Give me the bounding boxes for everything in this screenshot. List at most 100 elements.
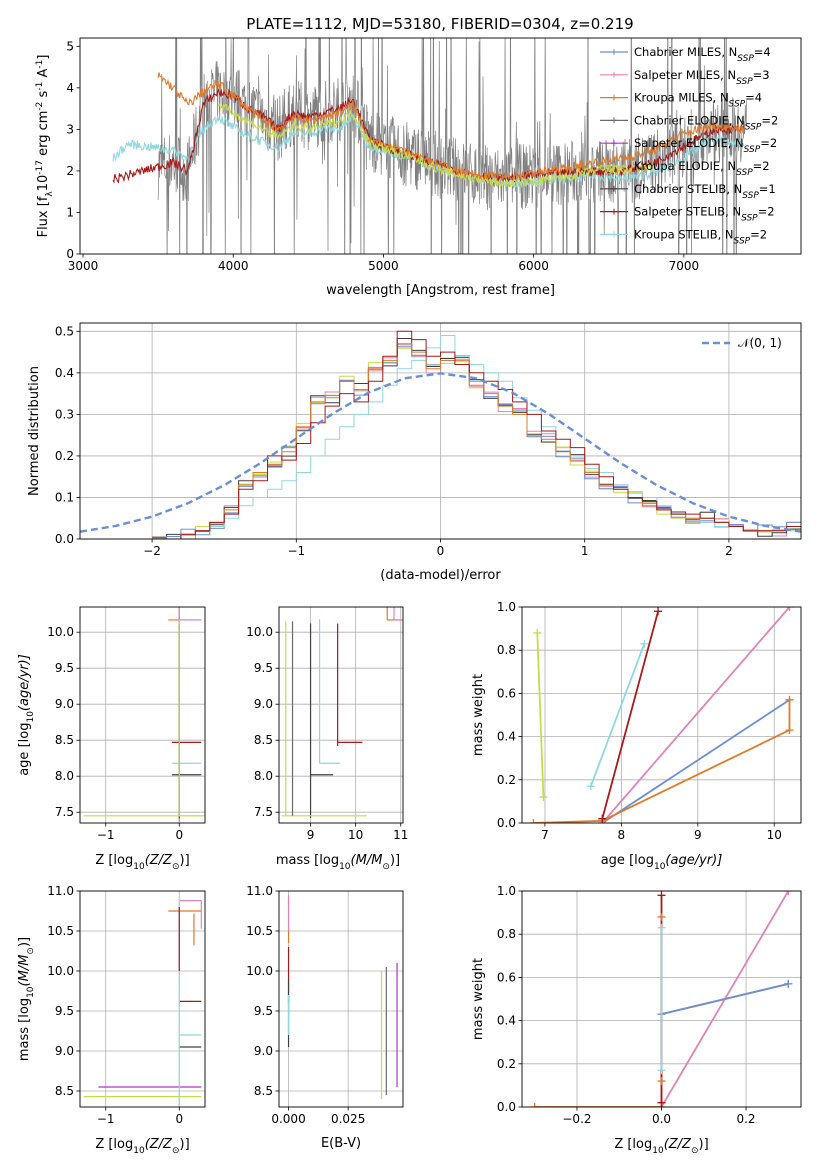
axes-frame (79, 37, 802, 255)
label-part: )] (180, 853, 190, 868)
x-axis-label: Z [log10(Z/Z⊙)] (614, 1137, 708, 1156)
label-part: 10 (654, 862, 666, 872)
x-tick-label: 7 (541, 828, 549, 842)
legend-entry: Salpeter ELODIE, NSSP=2 (634, 136, 777, 155)
label-part: Kroupa MILES, N (634, 91, 729, 105)
series-line (589, 643, 646, 787)
label-part: =1 (759, 182, 776, 196)
mass-vs-ebv-panel: 0.000 0.025 8.5 9.0 9.5 10.0 10.5 11.0 E(B-V) (246, 884, 404, 1151)
label-part: SSP (729, 100, 746, 110)
x-tick-label: 0 (437, 544, 445, 558)
legend-entry: 𝒩(0, 1) (738, 336, 782, 350)
data-marker (657, 891, 666, 900)
label-part: (M/M (17, 955, 32, 987)
legend-entry: Chabrier STELIB, NSSP=1 (634, 182, 776, 201)
x-tick-label: 0.0 (652, 1112, 671, 1126)
legend-entry: Salpeter STELIB, NSSP=2 (634, 205, 775, 224)
legend-marker (611, 163, 617, 169)
axes-frame (278, 890, 404, 1108)
x-axis-label: mass [log10(M/M⊙)] (276, 853, 400, 872)
y-tick-label: 0.2 (497, 1057, 516, 1071)
histogram-steps (152, 335, 801, 539)
label-part: Salpeter ELODIE, N (634, 136, 744, 150)
label-part: age [log (17, 723, 32, 776)
label-part: ⊙ (172, 862, 180, 872)
y-tick-label: 2 (66, 164, 74, 178)
y-tick-label: 0 (66, 247, 74, 261)
data-marker (640, 639, 649, 648)
x-axis-label: Z [log10(Z/Z⊙)] (95, 1137, 189, 1156)
label-part: -17 (35, 160, 45, 175)
x-tick-label: −2 (143, 544, 161, 558)
x-tick-label: 4000 (218, 259, 249, 273)
legend-marker (611, 71, 617, 78)
series-line (533, 699, 791, 823)
y-axis-label: mass weight (471, 958, 486, 1040)
y-tick-label: 9.5 (254, 661, 273, 675)
y-tick-label: 7.5 (55, 805, 74, 819)
y-tick-label: 10.0 (246, 625, 273, 639)
y-tick-label: 8.5 (55, 1084, 74, 1098)
label-part: -2 (35, 102, 45, 111)
label-part: 10 (26, 986, 36, 998)
label-part: Chabrier MILES, N (634, 45, 737, 59)
x-tick-label: 7000 (669, 259, 700, 273)
y-tick-label: 0.0 (497, 1100, 516, 1114)
y-tick-label: 0.4 (497, 730, 516, 744)
y-tick-label: 1 (66, 205, 74, 219)
data-marker (657, 1077, 666, 1086)
y-tick-label: 0.8 (497, 643, 516, 657)
data-marker (785, 726, 794, 735)
observed-spectrum (157, 38, 747, 254)
plot-area (529, 607, 794, 823)
y-tick-label: 10.0 (47, 625, 74, 639)
y-tick-label: 0.0 (497, 816, 516, 830)
x-axis-label: wavelength [Angstrom, rest frame] (326, 283, 555, 298)
label-part: =2 (758, 205, 775, 219)
y-tick-label: 11.0 (246, 884, 273, 898)
y-tick-label: 10.5 (246, 924, 273, 938)
data-marker (657, 1098, 666, 1107)
x-tick-label: 2 (725, 544, 733, 558)
y-tick-label: 0.3 (55, 407, 74, 421)
residual-histogram-panel: −2 −1 0 1 2 0.0 0.1 0.2 0.3 0.4 0.5 (data-model)/er… (27, 322, 802, 583)
mass-vs-metallicity-panel: −1 08.59.09.510.010.511.0Z [log10(Z/Z⊙)]m… (17, 884, 206, 1156)
legend-marker (611, 140, 617, 147)
plot-area (530, 891, 793, 1107)
legend-marker (611, 49, 617, 55)
data-marker (784, 891, 793, 895)
x-tick-label: −1 (97, 1112, 115, 1126)
axes-frame (79, 890, 206, 1108)
label-part: SSP (736, 168, 753, 178)
label-part: )] (390, 853, 400, 868)
series-line (536, 632, 545, 798)
data-marker (529, 819, 538, 823)
x-tick-label: 9 (694, 828, 702, 842)
plot-area (287, 895, 398, 1099)
y-tick-label: 3 (66, 122, 74, 136)
x-tick-label: −1 (287, 544, 305, 558)
data-marker (530, 1103, 539, 1107)
legend-marker (611, 94, 617, 101)
label-part: SSP (744, 145, 761, 155)
x-tick-label: 1 (581, 544, 589, 558)
x-axis-label: (data-model)/error (380, 568, 501, 583)
label-part: mass [log (17, 998, 32, 1061)
y-tick-label: 8.0 (254, 769, 273, 783)
label-part: Z [log (95, 853, 133, 868)
x-tick-label: 0 (175, 1112, 183, 1126)
label-part: Salpeter MILES, N (634, 68, 736, 82)
label-part: SSP (736, 77, 753, 87)
x-tick-label: 0 (175, 828, 183, 842)
legend-marker (611, 117, 617, 124)
label-part: =2 (760, 136, 777, 150)
x-axis-label: Z [log10(Z/Z⊙)] (95, 853, 189, 872)
label-part: ⊙ (26, 947, 36, 955)
label-part: Chabrier STELIB, N (634, 182, 742, 196)
label-part: A (36, 69, 51, 82)
histogram-steps (152, 330, 801, 539)
label-part: ⊙ (691, 1146, 699, 1156)
legend-marker (611, 185, 617, 192)
x-axis-label: E(B-V) (321, 1136, 361, 1151)
y-tick-label: 0.5 (55, 324, 74, 338)
